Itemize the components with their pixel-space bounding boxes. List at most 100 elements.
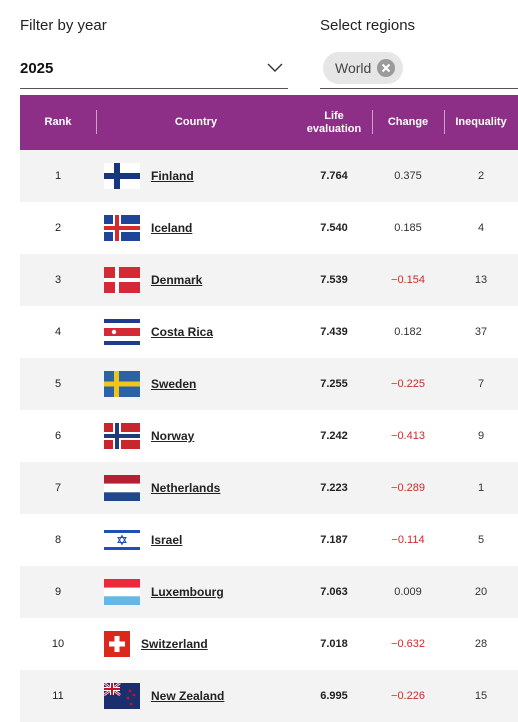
change-cell: −0.632 <box>391 638 425 650</box>
region-filter-label: Select regions <box>320 17 416 34</box>
flag-cell <box>104 202 140 254</box>
rank-cell: 8 <box>54 534 62 546</box>
rank-cell: 6 <box>54 430 62 442</box>
header-inequality[interactable]: Inequality <box>455 116 507 128</box>
header-life-evaluation[interactable]: Life evaluation <box>306 109 362 135</box>
life-evaluation-cell: 7.764 <box>320 170 348 182</box>
table-row: 9 Luxembourg 7.063 0.009 20 <box>20 566 518 618</box>
table-header: Rank Country Life evaluation Change Ineq… <box>20 95 518 150</box>
header-divider <box>96 110 97 134</box>
inequality-cell: 2 <box>477 170 485 182</box>
change-cell: −0.225 <box>391 378 425 390</box>
region-chip-world: World <box>323 52 403 84</box>
flag-new-zealand-icon <box>104 683 140 709</box>
region-chip-label: World <box>335 60 372 76</box>
change-cell: 0.009 <box>394 586 422 598</box>
rank-cell: 1 <box>54 170 62 182</box>
life-evaluation-cell: 7.255 <box>320 378 348 390</box>
rank-cell: 5 <box>54 378 62 390</box>
rank-cell: 3 <box>54 274 62 286</box>
table-row: 6 Norway 7.242 −0.413 9 <box>20 410 518 462</box>
inequality-cell: 37 <box>474 326 488 338</box>
inequality-cell: 4 <box>477 222 485 234</box>
inequality-cell: 20 <box>474 586 488 598</box>
country-link[interactable]: Switzerland <box>141 637 208 651</box>
flag-cell <box>104 566 140 618</box>
table-row: 7 Netherlands 7.223 −0.289 1 <box>20 462 518 514</box>
chevron-down-icon <box>267 63 283 72</box>
change-cell: 0.375 <box>394 170 422 182</box>
country-link[interactable]: Costa Rica <box>151 325 214 339</box>
flag-switzerland-icon <box>104 631 130 657</box>
flag-norway-icon <box>104 423 140 449</box>
country-link[interactable]: Denmark <box>151 273 203 287</box>
change-cell: −0.154 <box>391 274 425 286</box>
flag-finland-icon <box>104 163 140 189</box>
country-link[interactable]: New Zealand <box>151 689 225 703</box>
life-evaluation-cell: 7.187 <box>320 534 348 546</box>
country-link[interactable]: Iceland <box>151 221 193 235</box>
flag-cell <box>104 670 140 722</box>
country-link[interactable]: Finland <box>151 169 194 183</box>
header-country[interactable]: Country <box>174 116 218 128</box>
flag-cell <box>104 514 140 566</box>
country-link[interactable]: Israel <box>151 533 183 547</box>
inequality-cell: 9 <box>477 430 485 442</box>
table-row: 8 Israel 7.187 −0.114 5 <box>20 514 518 566</box>
flag-denmark-icon <box>104 267 140 293</box>
table-row: 2 Iceland 7.540 0.185 4 <box>20 202 518 254</box>
country-link[interactable]: Netherlands <box>151 481 221 495</box>
change-cell: −0.226 <box>391 690 425 702</box>
flag-costa-rica-icon <box>104 319 140 345</box>
inequality-cell: 13 <box>474 274 488 286</box>
country-link[interactable]: Luxembourg <box>151 585 224 599</box>
life-evaluation-cell: 7.540 <box>320 222 348 234</box>
region-select[interactable]: World <box>320 52 518 89</box>
life-evaluation-cell: 7.223 <box>320 482 348 494</box>
inequality-cell: 5 <box>477 534 485 546</box>
inequality-cell: 15 <box>474 690 488 702</box>
flag-netherlands-icon <box>104 475 140 501</box>
flag-cell <box>104 618 140 670</box>
remove-region-button[interactable] <box>377 59 395 77</box>
country-link[interactable]: Norway <box>151 429 195 443</box>
header-rank[interactable]: Rank <box>44 116 72 128</box>
country-link[interactable]: Sweden <box>151 377 197 391</box>
life-evaluation-cell: 6.995 <box>320 690 348 702</box>
ranking-table: Rank Country Life evaluation Change Ineq… <box>20 95 518 722</box>
change-cell: −0.289 <box>391 482 425 494</box>
life-evaluation-cell: 7.242 <box>320 430 348 442</box>
rank-cell: 7 <box>54 482 62 494</box>
change-cell: 0.182 <box>394 326 422 338</box>
table-row: 3 Denmark 7.539 −0.154 13 <box>20 254 518 306</box>
life-evaluation-cell: 7.539 <box>320 274 348 286</box>
header-divider <box>372 110 373 134</box>
flag-cell <box>104 254 140 306</box>
rank-cell: 4 <box>54 326 62 338</box>
inequality-cell: 28 <box>474 638 488 650</box>
table-row: 1 Finland 7.764 0.375 2 <box>20 150 518 202</box>
flag-cell <box>104 462 140 514</box>
flag-cell <box>104 358 140 410</box>
flag-cell <box>104 150 140 202</box>
flag-cell <box>104 410 140 462</box>
inequality-cell: 1 <box>477 482 485 494</box>
rank-cell: 9 <box>54 586 62 598</box>
life-evaluation-cell: 7.063 <box>320 586 348 598</box>
year-select[interactable]: 2025 <box>20 52 288 89</box>
flag-iceland-icon <box>104 215 140 241</box>
rank-cell: 10 <box>51 638 65 650</box>
year-filter-label: Filter by year <box>20 17 107 34</box>
year-select-value: 2025 <box>20 60 54 77</box>
table-row: 4 Costa Rica 7.439 0.182 37 <box>20 306 518 358</box>
close-icon <box>381 63 391 73</box>
header-change[interactable]: Change <box>387 116 429 128</box>
rank-cell: 11 <box>52 690 64 702</box>
change-cell: 0.185 <box>394 222 422 234</box>
table-row: 11 New Zealand 6.995 −0.226 15 <box>20 670 518 722</box>
rank-cell: 2 <box>54 222 62 234</box>
flag-luxembourg-icon <box>104 579 140 605</box>
flag-cell <box>104 306 140 358</box>
table-row: 5 Sweden 7.255 −0.225 7 <box>20 358 518 410</box>
change-cell: −0.413 <box>391 430 425 442</box>
